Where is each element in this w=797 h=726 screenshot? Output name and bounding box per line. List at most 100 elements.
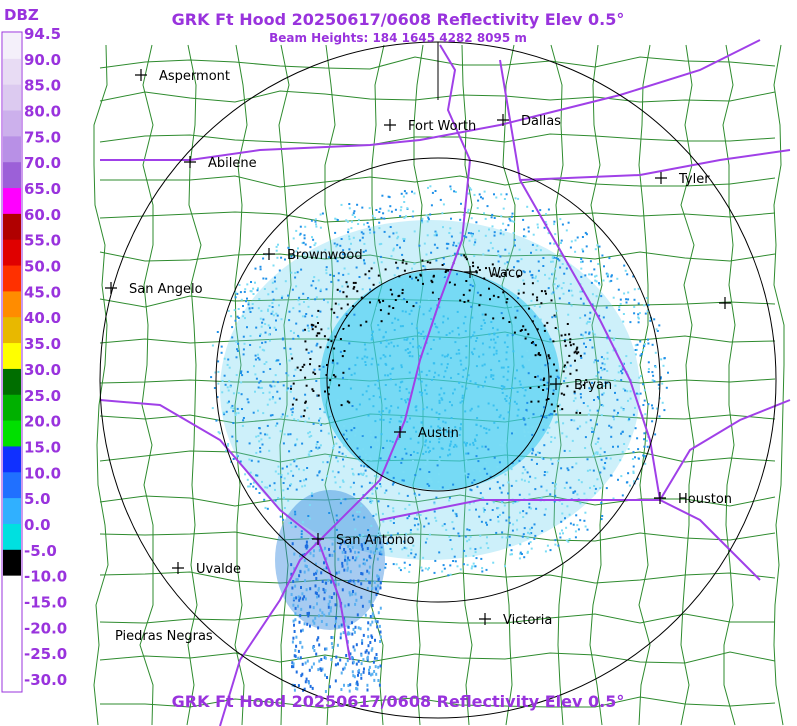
echo-pixel bbox=[408, 570, 411, 573]
echo-pixel bbox=[297, 334, 300, 337]
echo-pixel bbox=[232, 410, 235, 413]
echo-pixel bbox=[377, 387, 380, 390]
echo-pixel bbox=[342, 338, 345, 341]
echo-pixel bbox=[396, 237, 399, 240]
echo-pixel bbox=[365, 390, 368, 393]
echo-pixel bbox=[569, 364, 572, 367]
echo-pixel bbox=[378, 299, 380, 302]
echo-pixel bbox=[464, 367, 467, 370]
echo-pixel bbox=[514, 295, 517, 298]
echo-pixel bbox=[377, 611, 380, 615]
echo-pixel bbox=[290, 470, 293, 473]
echo-pixel bbox=[493, 456, 496, 459]
echo-pixel bbox=[527, 480, 530, 483]
echo-pixel bbox=[251, 303, 254, 305]
echo-pixel bbox=[244, 288, 247, 291]
echo-pixel bbox=[374, 217, 376, 220]
echo-pixel bbox=[379, 413, 382, 416]
echo-pixel bbox=[357, 659, 360, 663]
echo-pixel bbox=[321, 212, 324, 215]
echo-pixel bbox=[316, 441, 319, 443]
echo-pixel bbox=[516, 390, 519, 393]
echo-pixel bbox=[448, 496, 451, 499]
echo-pixel bbox=[590, 273, 593, 276]
echo-pixel bbox=[602, 279, 605, 282]
echo-pixel bbox=[463, 254, 466, 257]
echo-pixel bbox=[421, 392, 424, 394]
echo-pixel bbox=[363, 516, 366, 519]
echo-pixel bbox=[389, 288, 392, 291]
echo-pixel bbox=[355, 687, 358, 690]
echo-pixel bbox=[366, 658, 369, 662]
echo-pixel bbox=[340, 623, 343, 627]
echo-pixel bbox=[319, 346, 322, 349]
echo-pixel bbox=[291, 411, 294, 414]
echo-pixel bbox=[467, 192, 470, 195]
echo-pixel bbox=[593, 399, 595, 401]
echo-pixel bbox=[235, 356, 238, 359]
echo-pixel bbox=[217, 370, 220, 373]
echo-pixel bbox=[480, 196, 482, 199]
echo-pixel bbox=[511, 553, 513, 556]
echo-pixel bbox=[490, 374, 493, 377]
echo-pixel bbox=[403, 238, 406, 240]
echo-pixel bbox=[318, 548, 321, 552]
echo-pixel bbox=[298, 598, 301, 602]
echo-pixel bbox=[568, 302, 571, 305]
echo-pixel bbox=[308, 417, 310, 420]
echo-pixel bbox=[374, 488, 377, 491]
echo-pixel bbox=[364, 361, 367, 364]
echo-pixel bbox=[379, 418, 382, 421]
echo-pixel bbox=[336, 362, 339, 365]
echo-pixel bbox=[516, 519, 518, 522]
echo-pixel bbox=[266, 486, 269, 489]
echo-pixel bbox=[392, 476, 395, 479]
echo-pixel bbox=[287, 433, 290, 436]
echo-pixel bbox=[479, 312, 482, 314]
echo-pixel bbox=[518, 557, 521, 560]
echo-pixel bbox=[401, 261, 404, 264]
echo-pixel bbox=[585, 421, 588, 424]
echo-pixel bbox=[625, 301, 628, 304]
echo-pixel bbox=[525, 417, 528, 420]
echo-pixel bbox=[271, 281, 274, 284]
echo-pixel bbox=[247, 485, 250, 488]
echo-pixel bbox=[358, 276, 361, 278]
echo-pixel bbox=[404, 507, 407, 510]
echo-pixel bbox=[472, 555, 475, 557]
echo-pixel bbox=[424, 444, 427, 447]
echo-pixel bbox=[576, 236, 579, 239]
echo-pixel bbox=[501, 388, 504, 390]
echo-pixel bbox=[489, 487, 491, 490]
echo-pixel bbox=[405, 192, 408, 195]
echo-pixel bbox=[544, 221, 547, 223]
echo-pixel bbox=[352, 481, 355, 484]
echo-pixel bbox=[554, 543, 557, 546]
echo-pixel bbox=[523, 556, 526, 559]
echo-pixel bbox=[453, 283, 456, 286]
echo-pixel bbox=[242, 353, 245, 356]
echo-pixel bbox=[448, 332, 451, 335]
echo-pixel bbox=[468, 187, 471, 190]
city-label: San Angelo bbox=[129, 282, 203, 297]
echo-pixel bbox=[639, 375, 642, 377]
echo-pixel bbox=[342, 433, 345, 436]
echo-pixel bbox=[335, 245, 338, 248]
echo-pixel bbox=[236, 440, 239, 443]
echo-pixel bbox=[389, 205, 392, 208]
echo-pixel bbox=[471, 285, 474, 288]
colorbar-swatch bbox=[3, 239, 21, 267]
county-line bbox=[99, 494, 776, 507]
echo-pixel bbox=[659, 377, 662, 380]
echo-pixel bbox=[367, 651, 370, 655]
echo-pixel bbox=[314, 218, 317, 221]
colorbar-swatch bbox=[3, 472, 21, 499]
echo-pixel bbox=[441, 524, 444, 527]
echo-pixel bbox=[253, 365, 255, 368]
echo-pixel bbox=[462, 369, 465, 372]
echo-pixel bbox=[492, 317, 495, 320]
echo-pixel bbox=[314, 298, 317, 301]
echo-pixel bbox=[292, 580, 295, 583]
echo-pixel bbox=[426, 483, 429, 486]
echo-pixel bbox=[459, 218, 462, 221]
